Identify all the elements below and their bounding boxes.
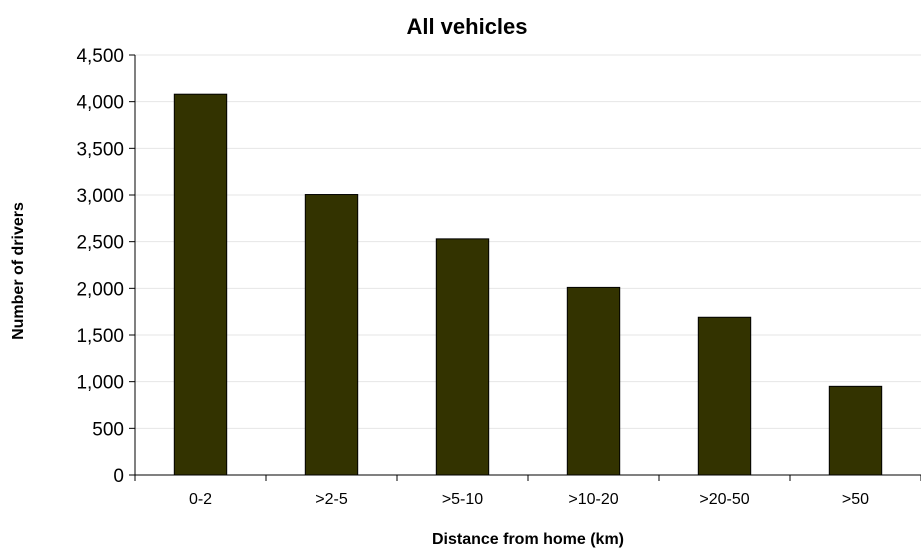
y-tick-label: 3,000 (76, 186, 124, 207)
y-tick-label: 0 (113, 466, 124, 487)
y-tick-label: 500 (92, 419, 124, 440)
y-tick-label: 4,500 (76, 46, 124, 67)
bar (566, 286, 621, 476)
x-tick-label: 0-2 (189, 491, 212, 508)
y-tick-label: 1,500 (76, 326, 124, 347)
y-tick-label: 2,000 (76, 279, 124, 300)
x-tick-label: >5-10 (442, 491, 483, 508)
plot-area: 0 500 1,000 1,500 2,000 2,500 3,000 3,500 4,000 4… (76, 46, 921, 508)
x-axis-title: Distance from home (km) (432, 531, 624, 548)
bar (435, 238, 490, 476)
x-tick-label: >2-5 (315, 491, 348, 508)
x-tick-label: >10-20 (568, 491, 618, 508)
chart-title: All vehicles (406, 14, 527, 39)
y-tick-label: 3,500 (76, 139, 124, 160)
y-tick-label: 2,500 (76, 233, 124, 254)
y-tick-label: 1,000 (76, 373, 124, 394)
x-tick-label: >50 (842, 491, 869, 508)
y-tick-label: 4,000 (76, 93, 124, 114)
bar (697, 316, 752, 476)
bar (304, 194, 359, 476)
bar (173, 93, 228, 476)
y-axis-title: Number of drivers (10, 202, 27, 340)
bar (828, 385, 883, 476)
x-tick-label: >20-50 (699, 491, 749, 508)
